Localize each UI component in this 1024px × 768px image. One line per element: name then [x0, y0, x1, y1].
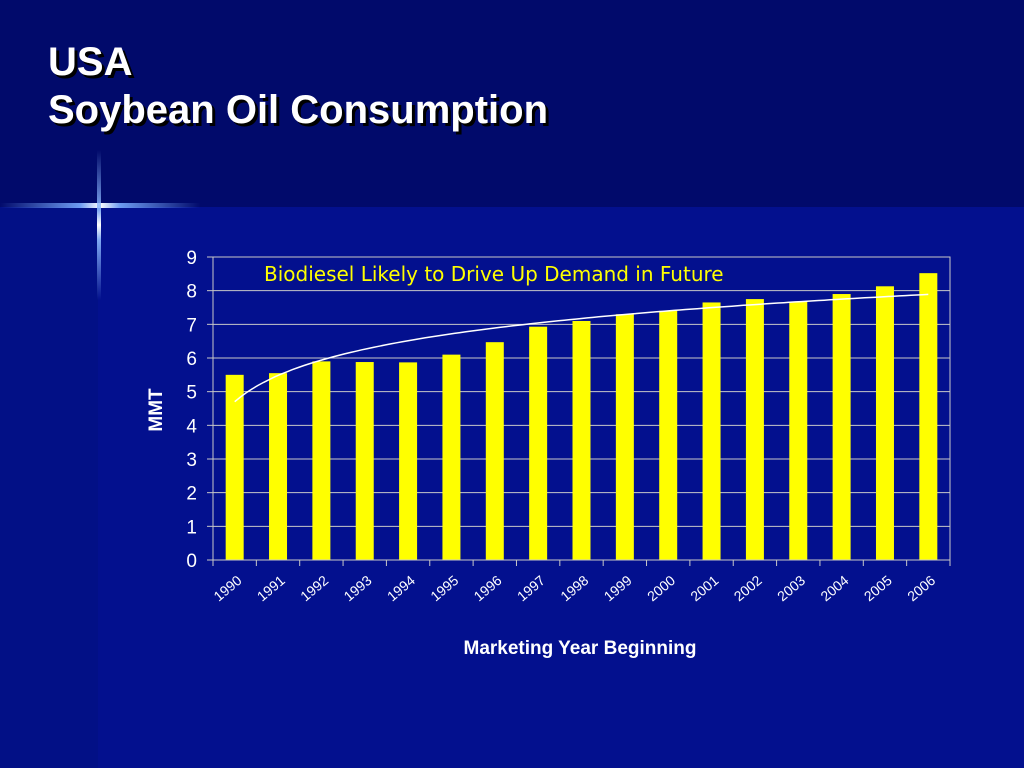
x-tick-label: 2004: [817, 572, 851, 604]
bar: [702, 302, 721, 560]
y-tick-label: 1: [186, 517, 197, 538]
bar: [485, 342, 504, 560]
y-tick-labels: 0 1 2 3 4 5 6 7 8 9: [186, 248, 197, 572]
bar: [919, 273, 938, 560]
bar: [269, 373, 288, 560]
x-tick-label: 1997: [514, 572, 548, 604]
x-tick-label: 1996: [471, 572, 505, 604]
y-tick-label: 5: [186, 383, 197, 404]
bar: [659, 310, 678, 560]
x-tick-label: 1998: [557, 572, 591, 604]
bar: [529, 326, 548, 560]
y-tick-label: 9: [186, 248, 197, 269]
x-tick-labels: 1990 1991 1992 1993 1994 1995 1996 1997 1998 1999…: [210, 572, 938, 604]
light-flare-vertical: [97, 150, 101, 300]
axes: [207, 256, 951, 566]
x-tick-label: 1991: [254, 572, 288, 604]
header-band: [0, 0, 1024, 207]
y-tick-label: 4: [186, 416, 197, 437]
y-tick-label: 3: [186, 450, 197, 471]
slide-title-line2: Soybean Oil Consumption: [48, 88, 549, 132]
bar: [789, 301, 808, 560]
bars: [225, 273, 938, 560]
x-tick-label: 1995: [427, 572, 461, 604]
y-tick-label: 7: [186, 315, 197, 336]
y-tick-label: 6: [186, 349, 197, 370]
plot-frame: [212, 256, 951, 561]
bar: [615, 314, 634, 560]
y-tick-label: 8: [186, 282, 197, 303]
bar: [225, 374, 244, 560]
x-tick-label: 1999: [601, 572, 635, 604]
x-tick-label: 2005: [861, 572, 895, 604]
bar: [875, 286, 894, 560]
bar: [442, 354, 461, 560]
x-tick-label: 1992: [297, 572, 331, 604]
x-tick-label: 2006: [904, 572, 938, 604]
bar: [832, 294, 851, 560]
bar: [745, 299, 764, 560]
slide-title: USA Soybean Oil Consumption: [48, 38, 548, 134]
trendline: [234, 293, 929, 403]
bar: [312, 361, 331, 560]
x-tick-label: 2001: [687, 572, 721, 604]
chart-annotation: Biodiesel Likely to Drive Up Demand in F…: [264, 262, 724, 286]
x-tick-label: 1993: [341, 572, 375, 604]
bar: [355, 362, 374, 560]
x-tick-label: 1990: [210, 572, 244, 604]
x-tick-label: 2003: [774, 572, 808, 604]
bar: [572, 320, 591, 560]
x-tick-label: 1994: [384, 572, 418, 604]
left-band: [0, 207, 98, 768]
bar: [399, 362, 418, 560]
x-tick-label: 2000: [644, 572, 678, 604]
y-axis-label: MMT: [146, 388, 167, 432]
x-tick-label: 2002: [731, 572, 765, 604]
y-tick-label: 0: [186, 551, 197, 572]
y-tick-label: 2: [186, 484, 197, 505]
x-axis-label: Marketing Year Beginning: [464, 638, 697, 659]
slide-title-line1: USA: [48, 40, 133, 84]
